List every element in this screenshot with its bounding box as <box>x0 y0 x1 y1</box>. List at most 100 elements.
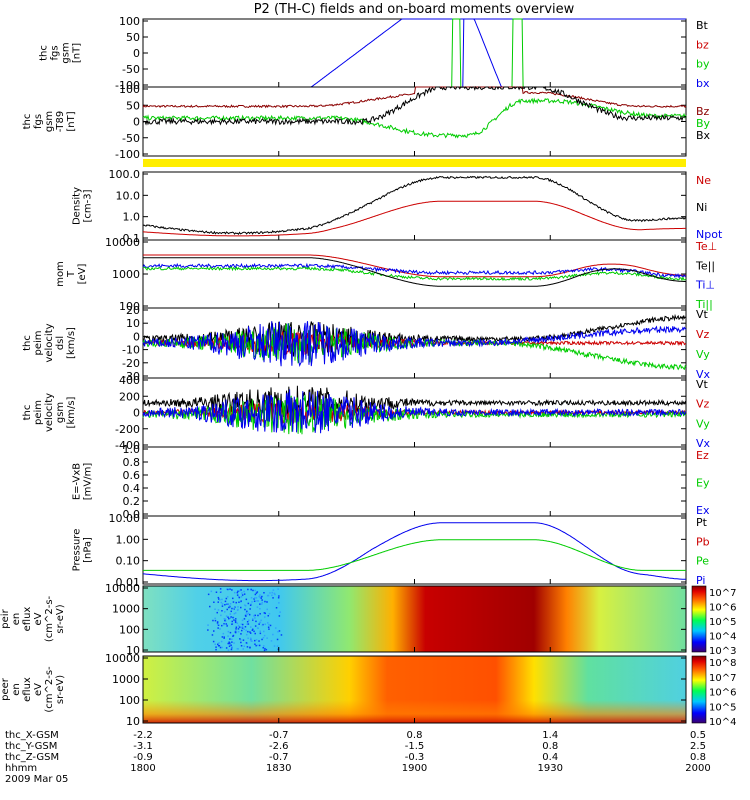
axis-value: 0.8 <box>690 752 706 763</box>
y-tick-label: 10000 <box>105 236 140 249</box>
y-tick-label: 0 <box>133 330 140 343</box>
spectrogram-pixel <box>261 638 263 641</box>
legend-Bz: Bz <box>696 105 710 118</box>
spectrogram-pixel <box>241 594 244 596</box>
y-axis-label: thcfgsgsm[nT] <box>39 42 83 63</box>
legend-Ex: Ex <box>696 504 710 517</box>
legend-bz: bz <box>696 38 709 51</box>
spectrogram-pixel <box>271 594 273 597</box>
trace-Vx <box>142 389 687 434</box>
panel-frame <box>142 86 687 157</box>
legend-Ey: Ey <box>696 477 710 490</box>
spectrogram-pixel <box>231 607 233 610</box>
trace-Vx <box>142 321 687 367</box>
y-tick-label: 0 <box>133 47 140 60</box>
axis-value: 1.4 <box>542 730 558 741</box>
spectrogram-pixel <box>243 590 245 593</box>
spectrogram-pixel <box>227 630 230 633</box>
y-axis-label: thcpeirenefluxeV(cm^2-s-sr-eV) <box>0 595 66 642</box>
y-tick-label: 100 <box>119 83 140 96</box>
spectrogram-pixel <box>223 618 226 620</box>
spectrogram-pixel <box>231 641 233 643</box>
spectrogram-pixel <box>255 620 257 623</box>
spectrogram-pixel <box>244 608 246 611</box>
legend-Vy: Vy <box>696 348 710 361</box>
spectrogram-pixel <box>268 628 270 630</box>
spectrogram-pixel <box>235 601 237 604</box>
legend-Pi: Pi <box>696 574 705 587</box>
spectrogram-pixel <box>215 591 218 593</box>
spectrogram-pixel <box>217 643 219 646</box>
spectrogram-pixel <box>234 612 237 614</box>
y-tick-label: 1.00 <box>116 533 141 546</box>
spectrogram-pixel <box>217 601 219 603</box>
spectrogram-pixel <box>237 606 239 608</box>
spectrogram-pixel <box>215 648 217 651</box>
spectrogram-pixel <box>226 625 228 627</box>
spectrogram-pixel <box>219 588 222 590</box>
y-tick-label: 20 <box>126 304 140 317</box>
axis-value: -0.7 <box>269 730 289 741</box>
spectrogram-pixel <box>262 647 264 649</box>
spectrogram-pixel <box>214 619 217 622</box>
spectrogram-layer: 10000 1000 100 10 thcpeirenefluxeV(cm^2-s-sr… <box>0 582 736 728</box>
figure-title: P2 (TH-C) fields and on-board moments ov… <box>254 2 575 17</box>
spectrogram-pixel <box>246 621 249 623</box>
spectrogram-pixel <box>240 596 243 598</box>
spectrogram-pixel <box>240 641 242 644</box>
axis-value: -0.3 <box>405 752 425 763</box>
spectrogram-pixel <box>278 615 281 617</box>
spectrogram-pixel <box>269 592 271 594</box>
date-label: 2009 Mar 05 <box>5 774 68 785</box>
y-tick-label: 10.00 <box>109 512 141 525</box>
y-axis-label: Density[cm-3] <box>72 187 94 225</box>
spectrogram-pixel <box>271 591 273 594</box>
legend-Vz: Vz <box>696 398 710 411</box>
y-tick-label: 0.8 <box>123 456 141 469</box>
spectrogram-pixel <box>263 645 265 647</box>
panel-layer: 100500-50-100thcfgsgsm[nT]Btbzbybx100500… <box>22 15 723 589</box>
spectrogram-pixel <box>217 623 219 626</box>
spectrogram-pixel <box>257 644 259 647</box>
spectrogram-pixel <box>235 626 238 628</box>
spectrogram-pixel <box>233 612 236 615</box>
spectrogram-pixel <box>275 607 278 609</box>
spectrogram-pixel <box>223 637 225 639</box>
spectrogram-pixel <box>249 646 251 649</box>
spectrogram-pixel <box>232 616 234 619</box>
spectrogram-pixel <box>232 597 234 600</box>
spectrogram-pixel <box>245 612 248 614</box>
spectrogram-pixel <box>223 636 225 638</box>
spectrogram-pixel <box>240 589 242 591</box>
spectrogram-pixel <box>255 597 258 599</box>
trace-by <box>143 18 686 88</box>
colorbar-label: 10^7 <box>709 673 736 684</box>
spectrogram-pixel <box>267 626 270 628</box>
legend-Ni: Ni <box>696 201 707 214</box>
spectrogram-pixel <box>241 629 243 632</box>
spectrogram-pixel <box>247 637 249 639</box>
panel-frame <box>142 446 687 517</box>
spectrogram-pixel <box>255 592 258 594</box>
axis-value: -1.5 <box>405 741 425 752</box>
spectrogram-pixel <box>235 618 237 620</box>
spectrogram-pixel <box>238 601 240 603</box>
spectrogram-pixel <box>249 604 252 606</box>
spectrogram-pixel <box>263 634 266 637</box>
spectrogram-pixel <box>258 640 260 642</box>
spectrogram-pixel <box>220 601 223 604</box>
spectrogram-pixel <box>279 611 281 613</box>
spectrogram-pixel <box>258 644 261 647</box>
panel-frame <box>142 515 687 585</box>
spectrogram-pixel <box>256 600 258 602</box>
spectrogram-pixel <box>233 642 235 644</box>
spectrogram-pixel <box>228 641 230 643</box>
spectrogram-pixel <box>242 623 244 626</box>
spectrogram-pixel <box>234 620 237 622</box>
colorbar-label: 10^4 <box>709 717 736 728</box>
axis-row-label: thc_Z-GSM <box>5 752 59 763</box>
spectrogram-pixel <box>254 632 256 635</box>
spectrogram-pixel <box>229 588 231 590</box>
spectrogram-pixel <box>225 647 228 649</box>
panel-efield: 1.00.80.60.40.20.0 E=-VxB[mV/m] Ez Ey Ex <box>72 443 710 521</box>
